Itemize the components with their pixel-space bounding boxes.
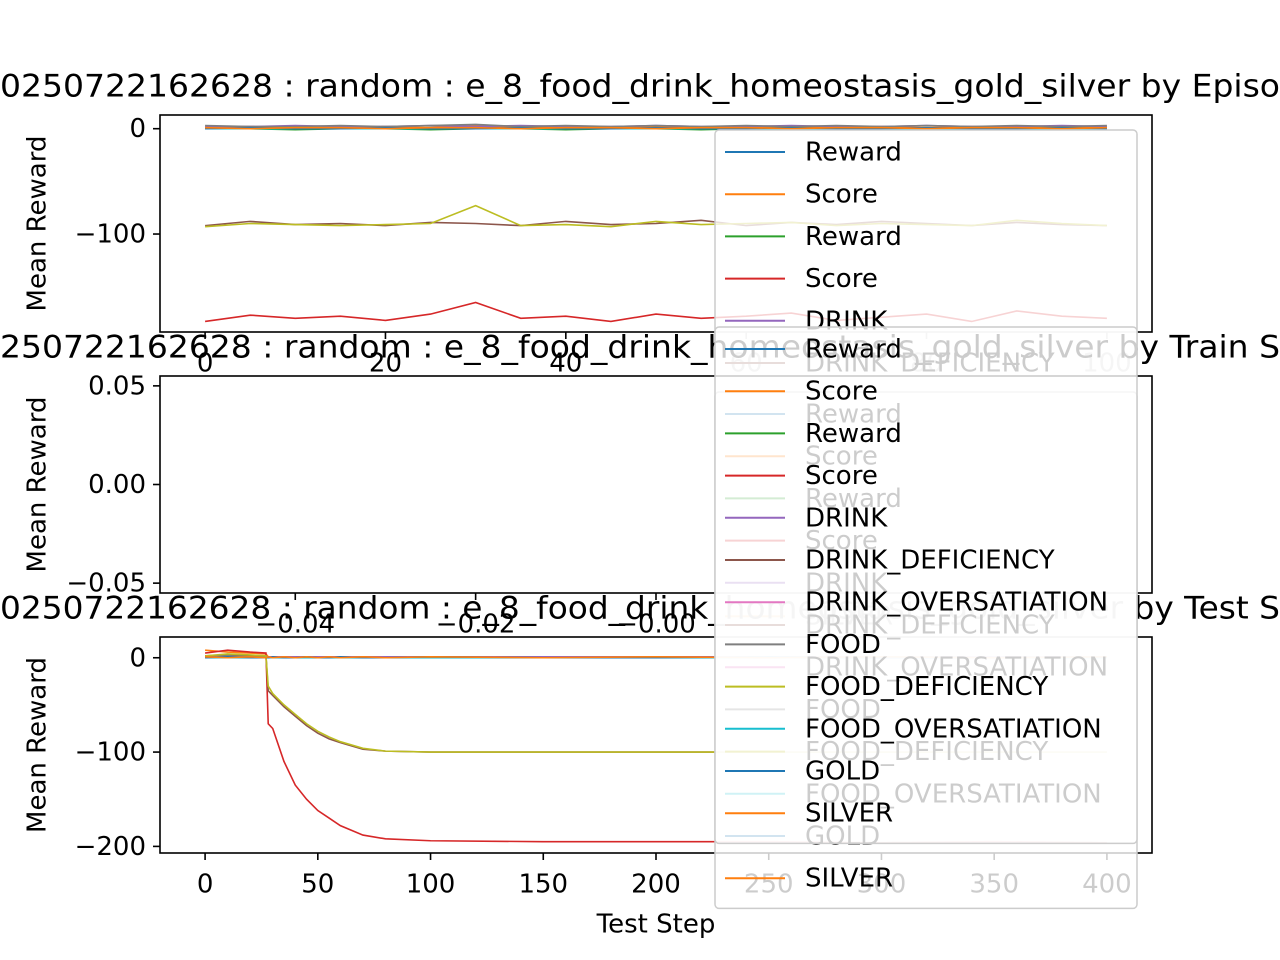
legend-label: DRINK_DEFICIENCY xyxy=(805,546,1055,576)
legend-label: Score xyxy=(805,461,878,491)
legend-label: Score xyxy=(805,377,878,407)
legend-label: FOOD xyxy=(805,630,881,660)
legend-label: Score xyxy=(805,180,878,210)
x-tick-label: 20 xyxy=(369,349,402,379)
y-tick-label: −200 xyxy=(75,832,146,862)
legend-label: Reward xyxy=(805,335,902,365)
legend-label: Reward xyxy=(805,222,902,252)
legend-label: SILVER xyxy=(805,864,893,894)
x-tick-label: 100 xyxy=(406,870,456,900)
y-tick-label: 0 xyxy=(129,114,146,144)
y-tick-label: 0.00 xyxy=(88,470,146,500)
axes-frame xyxy=(159,114,1153,333)
y-tick-label: −0.05 xyxy=(66,569,146,599)
legend-label: FOOD_DEFICIENCY xyxy=(805,672,1048,702)
x-tick-label: 0 xyxy=(197,870,214,900)
data-line xyxy=(205,126,1107,130)
legend-label: Score xyxy=(805,264,878,294)
data-line xyxy=(205,123,1107,128)
legend-box xyxy=(714,326,1138,845)
y-tick-label: −100 xyxy=(75,220,146,250)
legend: Reward Score Reward Score DRINK DRINK_DEFICIE… xyxy=(714,326,1138,845)
legend-label: DRINK_OVERSATIATION xyxy=(805,588,1108,618)
x-tick-label: 40 xyxy=(549,349,582,379)
y-axis-label: Mean Reward xyxy=(23,397,53,573)
x-tick-label: −0.04 xyxy=(255,610,335,640)
legend-label: Reward xyxy=(805,419,902,449)
legend-label: SILVER xyxy=(805,799,893,829)
y-axis-label: Mean Reward xyxy=(23,136,53,312)
chart-title: 0250722162628 : random : e_8_food_drink_… xyxy=(0,69,1280,105)
y-axis-label: Mean Reward xyxy=(23,657,53,833)
x-tick-label: 50 xyxy=(301,870,334,900)
legend-label: DRINK xyxy=(805,503,888,533)
y-tick-label: 0 xyxy=(129,643,146,673)
legend-label: GOLD xyxy=(805,757,880,787)
x-tick-label: −0.00 xyxy=(616,610,696,640)
x-tick-label: 200 xyxy=(631,870,681,900)
y-tick-label: 0.05 xyxy=(88,371,146,401)
x-tick-label: 150 xyxy=(518,870,568,900)
x-tick-label: −0.02 xyxy=(436,610,516,640)
legend-label: FOOD_OVERSATIATION xyxy=(805,714,1102,744)
y-tick-label: −100 xyxy=(75,738,146,768)
x-axis-label: Test Step xyxy=(596,910,716,940)
legend-label: Reward xyxy=(805,138,902,168)
x-tick-label: 0 xyxy=(197,349,214,379)
